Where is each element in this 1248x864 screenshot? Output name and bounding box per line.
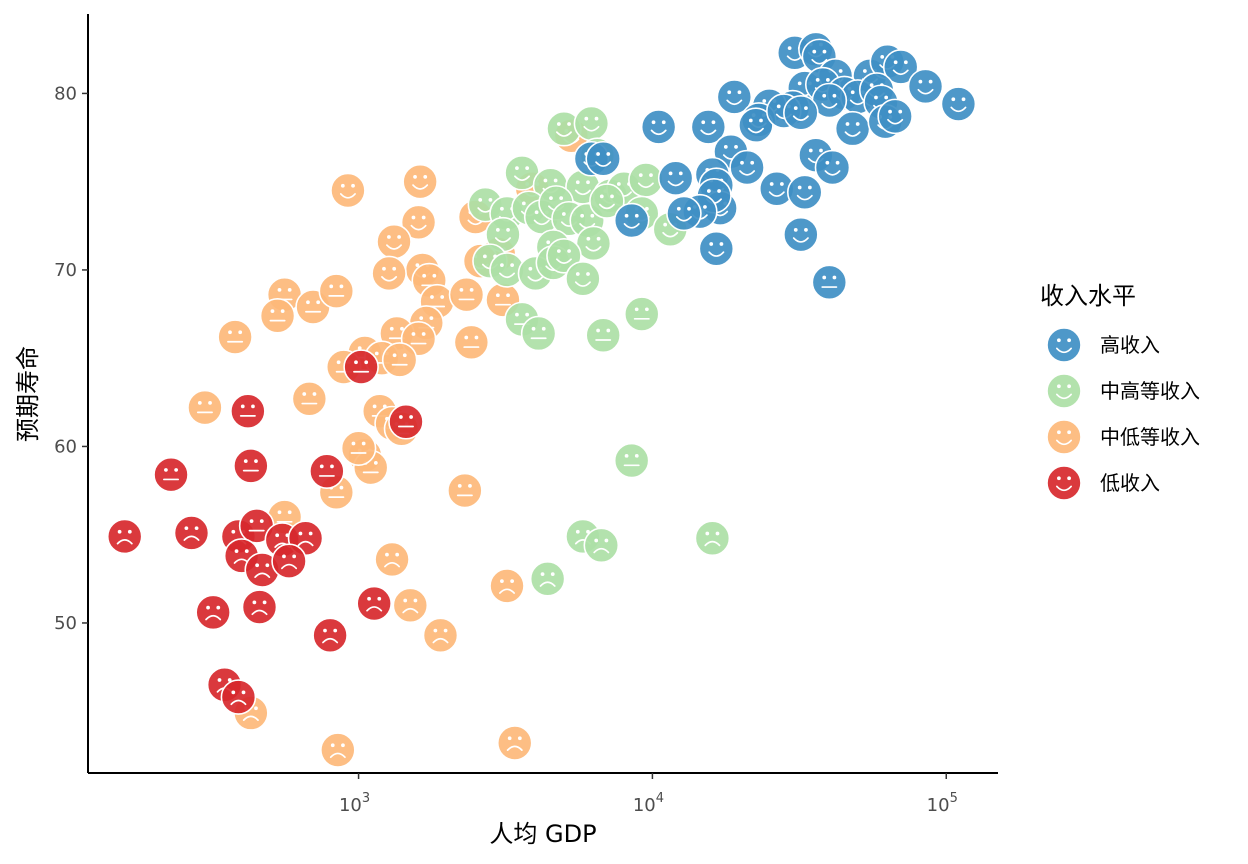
data-point <box>613 442 650 479</box>
data-point <box>381 342 418 378</box>
data-point <box>271 543 307 579</box>
data-point <box>320 732 356 768</box>
data-point <box>940 86 977 122</box>
data-point <box>453 324 490 361</box>
legend-label: 低收入 <box>1100 471 1160 495</box>
data-point <box>504 155 540 191</box>
data-point <box>729 149 765 186</box>
data-point <box>786 174 823 211</box>
data-point <box>309 453 345 489</box>
legend-title: 收入水平 <box>1040 282 1136 310</box>
data-point <box>716 79 753 115</box>
data-point <box>565 260 601 297</box>
data-point <box>585 317 622 354</box>
data-point <box>388 403 424 440</box>
data-point <box>400 204 437 241</box>
data-point <box>657 160 694 196</box>
x-tick-label: 104 <box>633 791 664 816</box>
data-point <box>340 430 377 467</box>
data-point <box>907 68 944 105</box>
data-point <box>374 541 410 578</box>
data-point <box>628 162 664 198</box>
data-point <box>814 149 851 186</box>
data-point <box>422 617 459 654</box>
data-point <box>371 255 407 292</box>
x-tick-label: 105 <box>927 791 958 816</box>
data-point <box>291 380 328 417</box>
data-point <box>489 568 525 604</box>
data-point <box>623 296 660 332</box>
data-point <box>233 448 269 484</box>
data-point <box>882 49 919 85</box>
data-point <box>690 109 727 145</box>
data-point <box>546 238 582 274</box>
x-axis-title: 人均 GDP <box>489 820 596 848</box>
data-point <box>738 107 774 144</box>
data-point <box>238 508 275 544</box>
data-point <box>318 273 355 309</box>
x-axis-ticks: 103 104 105 <box>339 773 958 816</box>
data-point <box>330 172 366 209</box>
data-point <box>241 589 278 625</box>
y-axis-title: 预期寿命 <box>14 346 42 442</box>
data-point <box>217 319 253 355</box>
data-point <box>106 518 143 555</box>
y-tick-label: 50 <box>54 613 77 634</box>
y-axis-ticks: 50 60 70 80 <box>54 83 88 634</box>
data-point <box>173 515 210 551</box>
data-point <box>573 105 610 142</box>
data-point <box>447 472 483 509</box>
plot-area <box>106 31 977 768</box>
data-point <box>496 725 533 761</box>
data-point <box>343 349 379 385</box>
data-point <box>583 527 620 564</box>
data-point <box>195 594 231 631</box>
data-point <box>698 230 735 267</box>
data-point <box>312 617 348 654</box>
data-point <box>877 98 913 135</box>
data-point <box>529 561 566 597</box>
data-point <box>783 95 819 131</box>
legend-label: 中低等收入 <box>1100 425 1200 449</box>
data-point <box>402 163 438 200</box>
data-point <box>356 585 392 622</box>
data-point <box>448 276 485 313</box>
legend-key <box>1046 419 1082 455</box>
y-tick-label: 70 <box>54 260 77 281</box>
y-tick-label: 80 <box>54 83 77 104</box>
data-point <box>546 110 582 147</box>
data-point <box>230 393 266 429</box>
data-point <box>392 587 429 624</box>
legend-label: 中高等收入 <box>1100 379 1200 403</box>
data-point <box>783 216 819 253</box>
data-point <box>834 110 871 147</box>
data-point <box>811 264 848 301</box>
legend-key <box>1046 327 1082 363</box>
data-point <box>589 183 625 219</box>
data-point <box>640 109 677 145</box>
data-point <box>220 679 257 715</box>
y-tick-label: 60 <box>54 436 77 457</box>
data-point <box>613 202 650 239</box>
data-point <box>666 195 702 232</box>
legend-label: 高收入 <box>1100 333 1160 357</box>
legend-key <box>1046 465 1082 501</box>
x-tick-label: 103 <box>339 791 370 816</box>
data-point <box>259 298 296 334</box>
data-point <box>694 520 731 557</box>
data-point <box>585 140 622 177</box>
data-point <box>520 315 557 352</box>
legend-key <box>1046 373 1082 409</box>
data-point <box>376 223 412 260</box>
data-point <box>153 456 189 493</box>
data-point <box>244 552 281 588</box>
data-point <box>187 389 223 426</box>
